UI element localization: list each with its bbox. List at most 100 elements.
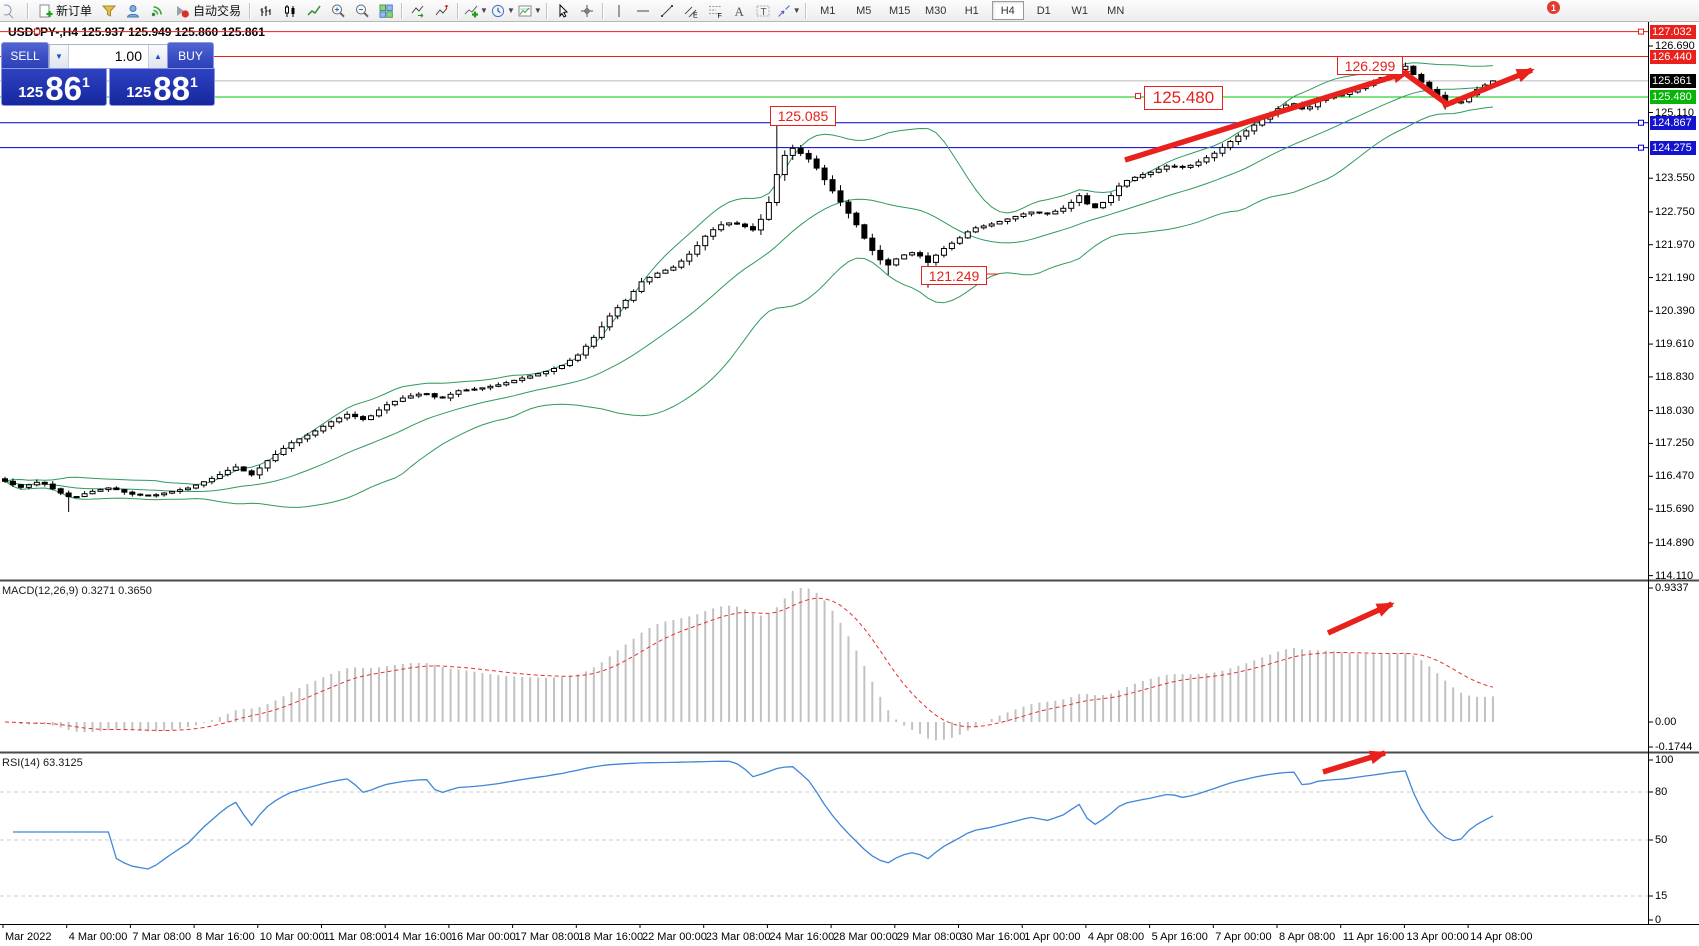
autotrade-button-label: 自动交易 bbox=[193, 4, 242, 18]
price-annotation-126.299[interactable]: 126.299 bbox=[1337, 56, 1403, 75]
fibonacci-icon[interactable]: F bbox=[703, 1, 727, 20]
time-label: 8 Mar 16:00 bbox=[196, 931, 255, 943]
indicators-icon[interactable]: ▼ bbox=[462, 1, 489, 20]
sell-price-button[interactable]: 125 86 1 bbox=[1, 68, 107, 106]
chart-shift-icon[interactable] bbox=[430, 1, 454, 20]
horizontal-line-icon[interactable] bbox=[631, 1, 655, 20]
new-order-button-label: 新订单 bbox=[56, 4, 93, 18]
time-label: Mar 2022 bbox=[5, 931, 52, 943]
signals-icon[interactable] bbox=[145, 1, 169, 20]
sell-price-point: 1 bbox=[81, 74, 90, 90]
crosshair-icon[interactable] bbox=[575, 1, 599, 20]
periods-icon[interactable]: ▼ bbox=[489, 1, 516, 20]
buy-tab[interactable]: BUY bbox=[167, 42, 214, 69]
new-order-button[interactable]: 新订单 bbox=[32, 1, 97, 20]
vertical-line-icon[interactable] bbox=[607, 1, 631, 20]
time-label: 4 Mar 00:00 bbox=[68, 931, 128, 943]
timeframe-button-m15[interactable]: M15 bbox=[889, 4, 911, 17]
tile-windows-icon[interactable] bbox=[374, 1, 398, 20]
sell-tab[interactable]: SELL bbox=[1, 42, 49, 69]
svg-text:F: F bbox=[717, 13, 721, 19]
buy-price-point: 1 bbox=[189, 74, 198, 90]
channel-icon[interactable]: E bbox=[679, 1, 703, 20]
timeframe-button-h1[interactable]: H1 bbox=[964, 4, 979, 17]
text-icon[interactable]: A bbox=[727, 1, 751, 20]
toolbar-separator bbox=[457, 2, 460, 19]
price-badge-125.861: 125.861 bbox=[1650, 73, 1696, 88]
timeframe-button-m30[interactable]: M30 bbox=[925, 4, 947, 17]
timeframe-button-w1[interactable]: W1 bbox=[1071, 4, 1088, 17]
rsi-value: 63.3125 bbox=[42, 757, 83, 769]
autotrade-button[interactable]: 自动交易 bbox=[169, 1, 246, 20]
timeframe-button-h4[interactable]: H4 bbox=[991, 1, 1024, 20]
zoom-out-icon[interactable] bbox=[350, 1, 374, 20]
templates-icon[interactable]: ▼ bbox=[516, 1, 543, 20]
macd-histogram bbox=[11, 588, 1494, 741]
line-handle[interactable] bbox=[34, 28, 40, 35]
line-handle[interactable] bbox=[1638, 28, 1644, 35]
funnel-icon[interactable] bbox=[97, 1, 121, 20]
price-tick: 121.190 bbox=[1655, 271, 1695, 284]
time-label: 24 Mar 16:00 bbox=[769, 931, 835, 943]
time-label: 16 Mar 00:00 bbox=[450, 931, 516, 943]
timeframe-button-d1[interactable]: D1 bbox=[1036, 4, 1051, 17]
price-badge-124.275: 124.275 bbox=[1650, 140, 1696, 155]
sell-price-base: 125 bbox=[18, 84, 44, 101]
sell-price-pips: 86 bbox=[45, 70, 82, 107]
buy-price-base: 125 bbox=[126, 84, 152, 101]
rsi-tick: 80 bbox=[1655, 786, 1668, 798]
price-badge-124.867: 124.867 bbox=[1650, 115, 1696, 130]
price-tick: 122.750 bbox=[1655, 205, 1695, 218]
rsi-tick: 15 bbox=[1655, 890, 1668, 902]
trend-arrows[interactable] bbox=[1124, 67, 1535, 775]
chevron-down-icon[interactable]: ▼ bbox=[506, 6, 515, 15]
toolbar-separator bbox=[804, 2, 807, 19]
chevron-down-icon[interactable]: ▼ bbox=[480, 6, 488, 15]
bar-chart-icon[interactable] bbox=[254, 1, 278, 20]
time-ticks bbox=[2, 924, 1469, 928]
price-badge-127.032: 127.032 bbox=[1650, 24, 1696, 39]
line-handle[interactable] bbox=[1638, 119, 1644, 126]
rsi-label: RSI(14) 63.3125 bbox=[2, 757, 83, 769]
price-tick: 120.390 bbox=[1655, 305, 1695, 318]
line-chart-icon[interactable] bbox=[302, 1, 326, 20]
timeframe-button-m1[interactable]: M1 bbox=[820, 4, 836, 17]
volume-decrease-button[interactable]: ▼ bbox=[50, 45, 69, 68]
volume-value[interactable]: 1.00 bbox=[114, 48, 142, 64]
auto-scroll-icon[interactable] bbox=[406, 1, 430, 20]
timeframe-button-mn[interactable]: MN bbox=[1107, 4, 1125, 17]
price-annotation-121.249[interactable]: 121.249 bbox=[921, 266, 987, 285]
trendline-icon[interactable] bbox=[655, 1, 679, 20]
red-arrow bbox=[1322, 750, 1388, 775]
toolbar-separator bbox=[249, 2, 252, 19]
buy-price-button[interactable]: 125 88 1 bbox=[109, 68, 215, 106]
macd-values: 0.3271 0.3650 bbox=[81, 585, 152, 597]
price-annotation-125.480[interactable]: 125.480 bbox=[1144, 86, 1223, 110]
macd-tick: 0.9337 bbox=[1655, 582, 1689, 594]
text-label-icon[interactable]: T bbox=[751, 1, 775, 20]
candle-chart-icon[interactable] bbox=[278, 1, 302, 20]
cursor-icon[interactable] bbox=[551, 1, 575, 20]
partial-icon[interactable] bbox=[0, 1, 24, 20]
svg-text:A: A bbox=[734, 4, 744, 19]
one-click-trade-panel: SELL ▼ 1.00 ▲ BUY 125 86 1 125 88 1 bbox=[1, 42, 215, 106]
notification-badge[interactable]: 1 bbox=[1547, 1, 1560, 14]
toolbar-separator bbox=[401, 2, 404, 19]
annotation-handle[interactable] bbox=[1135, 93, 1141, 99]
line-handle[interactable] bbox=[1638, 144, 1644, 151]
volume-increase-button[interactable]: ▲ bbox=[148, 45, 167, 68]
chevron-down-icon[interactable]: ▼ bbox=[792, 6, 801, 15]
time-label: 4 Apr 08:00 bbox=[1087, 931, 1145, 943]
red-arrow bbox=[1441, 67, 1535, 109]
profile-icon[interactable] bbox=[121, 1, 145, 20]
svg-text:T: T bbox=[760, 7, 766, 18]
timeframe-button-m5[interactable]: M5 bbox=[856, 4, 872, 17]
arrows-icon[interactable]: ▼ bbox=[775, 1, 802, 20]
price-annotation-125.085[interactable]: 125.085 bbox=[770, 106, 836, 126]
zoom-in-icon[interactable] bbox=[326, 1, 350, 20]
time-label: 28 Mar 00:00 bbox=[833, 931, 898, 943]
chevron-down-icon[interactable]: ▼ bbox=[533, 6, 542, 15]
price-badge-126.440: 126.440 bbox=[1650, 49, 1696, 64]
